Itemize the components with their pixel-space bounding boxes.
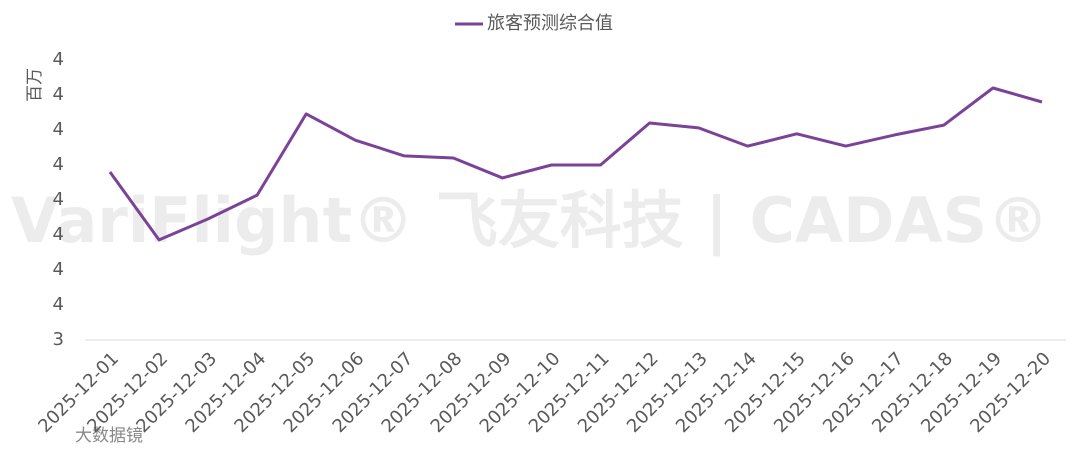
y-tick-label: 4 — [53, 49, 64, 70]
watermark: VariFlight® 飞友科技 | CADAS® — [11, 184, 1049, 258]
y-tick-label: 4 — [53, 84, 64, 105]
y-tick-label: 4 — [53, 259, 64, 280]
y-tick-label: 4 — [53, 154, 64, 175]
y-tick-label: 4 — [53, 189, 64, 210]
y-tick-label: 4 — [53, 119, 64, 140]
y-tick-label: 3 — [53, 329, 64, 350]
y-axis-label: 百万 — [25, 68, 45, 102]
line — [108, 86, 1043, 242]
y-tick-label: 4 — [53, 294, 64, 315]
watermark: 大数据镜 — [75, 426, 143, 446]
y-tick-label: 4 — [53, 224, 64, 245]
legend-label: 旅客预测综合值 — [487, 13, 613, 34]
